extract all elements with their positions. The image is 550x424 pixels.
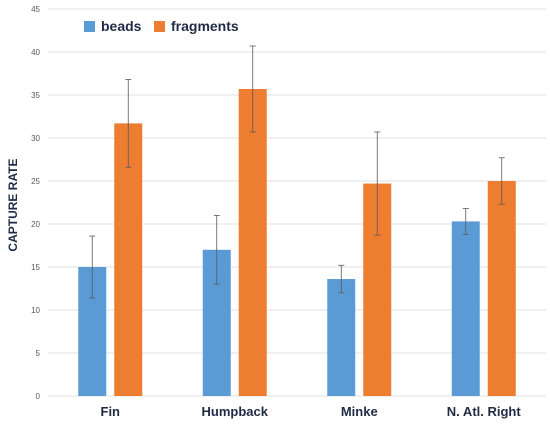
- bar-beads-minke: [327, 279, 356, 396]
- legend-label-fragments: fragments: [171, 18, 239, 34]
- y-axis-label: CAPTURE RATE: [6, 158, 20, 251]
- bar-fragments-humpback: [238, 88, 267, 396]
- legend-swatch-fragments: [154, 21, 165, 32]
- y-tick-label: 10: [31, 306, 40, 315]
- legend-swatch-beads: [84, 21, 95, 32]
- y-tick-label: 0: [36, 392, 41, 401]
- bar-beads-n-atl-right: [451, 221, 480, 396]
- bar-fragments-fin: [114, 123, 143, 396]
- y-tick-label: 40: [31, 48, 40, 57]
- y-tick-label: 25: [31, 177, 40, 186]
- y-tick-label: 45: [31, 5, 40, 14]
- legend-label-beads: beads: [101, 18, 142, 34]
- category-label: N. Atl. Right: [447, 404, 522, 419]
- y-tick-label: 15: [31, 263, 40, 272]
- category-label: Humpback: [202, 404, 269, 419]
- category-label: Fin: [101, 404, 121, 419]
- y-tick-label: 35: [31, 91, 40, 100]
- category-label: Minke: [341, 404, 378, 419]
- category-labels: Fin Humpback Minke N. Atl. Right: [101, 404, 522, 419]
- y-tick-label: 5: [36, 349, 41, 358]
- bar-fragments-n-atl-right: [487, 181, 516, 396]
- y-tick-labels: 0 5 10 15 20 25 30 35 40 45: [31, 5, 40, 401]
- y-tick-label: 20: [31, 220, 40, 229]
- bars: [78, 88, 516, 396]
- error-bars: [89, 45, 505, 299]
- y-tick-label: 30: [31, 134, 40, 143]
- legend: beads fragments: [84, 18, 239, 34]
